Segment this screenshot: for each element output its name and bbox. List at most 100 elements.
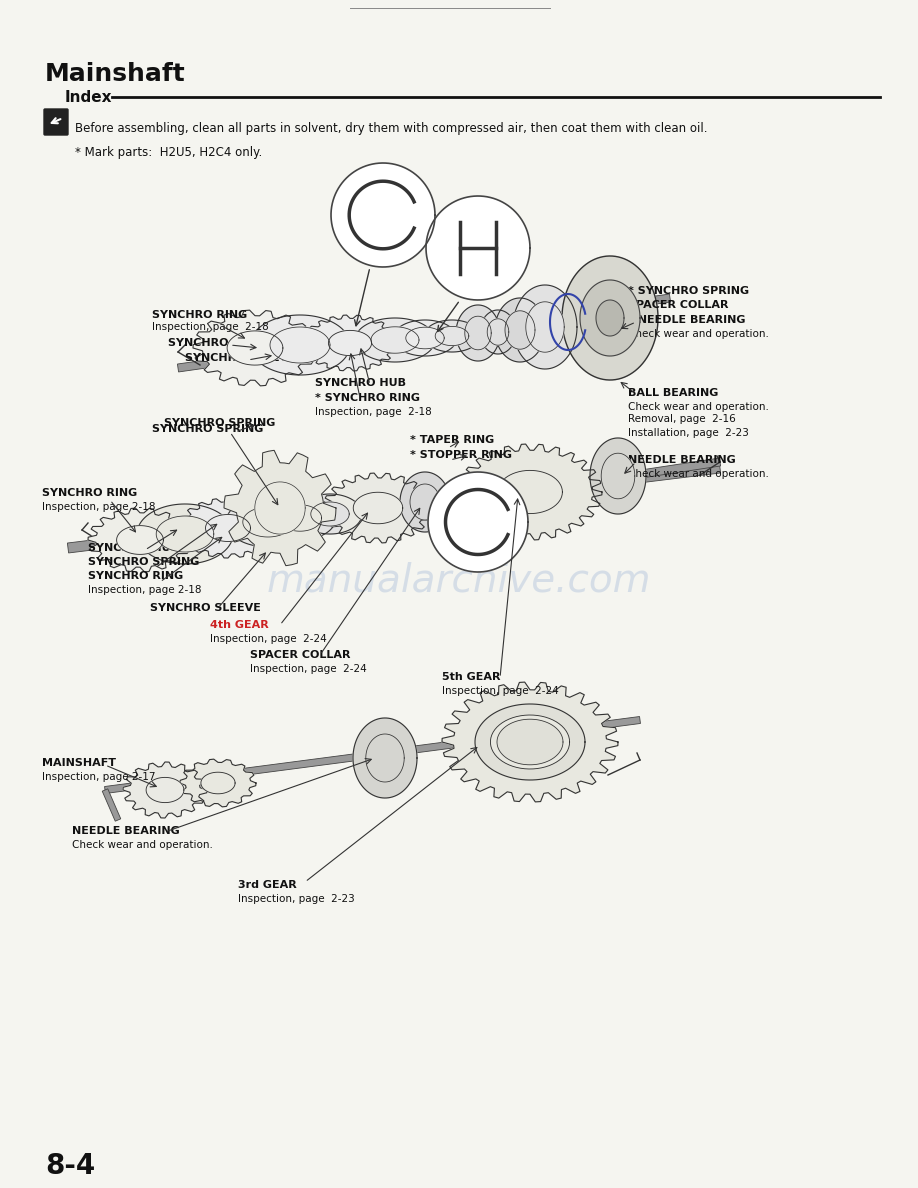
Text: SYNCHRO SPRING: SYNCHRO SPRING xyxy=(168,339,279,348)
Text: SPACER COLLAR: SPACER COLLAR xyxy=(628,301,729,310)
Text: Inspection, page  2-23: Inspection, page 2-23 xyxy=(238,895,354,904)
Polygon shape xyxy=(193,310,317,386)
Text: NEEDLE BEARING: NEEDLE BEARING xyxy=(72,826,180,836)
Text: * TAPER RING: * TAPER RING xyxy=(410,435,494,446)
Text: Check wear and operation.: Check wear and operation. xyxy=(72,840,213,849)
Text: * Mark parts:  H2U5, H2C4 only.: * Mark parts: H2U5, H2C4 only. xyxy=(75,146,263,159)
Polygon shape xyxy=(400,472,450,532)
Text: SYNCHRO SLEEVE: SYNCHRO SLEEVE xyxy=(150,604,261,613)
Polygon shape xyxy=(475,704,585,781)
Text: SYNCHRO RING: SYNCHRO RING xyxy=(42,488,138,498)
Polygon shape xyxy=(365,734,404,782)
Polygon shape xyxy=(435,327,469,346)
Polygon shape xyxy=(323,473,433,543)
Text: SPACER COLLAR: SPACER COLLAR xyxy=(250,650,351,661)
Text: Check wear and operation.: Check wear and operation. xyxy=(628,402,769,412)
Polygon shape xyxy=(270,327,330,364)
Polygon shape xyxy=(505,311,535,349)
Polygon shape xyxy=(137,504,233,564)
Polygon shape xyxy=(497,719,563,765)
Text: SYNCHRO SLEEVE: SYNCHRO SLEEVE xyxy=(185,353,296,364)
Polygon shape xyxy=(278,505,321,531)
Polygon shape xyxy=(156,516,214,552)
Polygon shape xyxy=(329,330,372,355)
Polygon shape xyxy=(226,497,310,546)
Polygon shape xyxy=(580,280,640,356)
Text: Mainshaft: Mainshaft xyxy=(45,62,185,86)
Polygon shape xyxy=(596,301,624,336)
Text: * SYNCHRO SPRING: * SYNCHRO SPRING xyxy=(628,286,749,296)
Text: MAINSHAFT: MAINSHAFT xyxy=(42,758,116,767)
Polygon shape xyxy=(371,327,419,353)
Polygon shape xyxy=(601,453,635,499)
Polygon shape xyxy=(498,470,563,513)
Text: SYNCHRO SPRING: SYNCHRO SPRING xyxy=(164,418,275,428)
Polygon shape xyxy=(456,305,500,361)
Text: 8-4: 8-4 xyxy=(45,1152,95,1180)
Polygon shape xyxy=(458,444,602,539)
Polygon shape xyxy=(88,508,192,571)
Polygon shape xyxy=(406,327,444,349)
Polygon shape xyxy=(311,503,349,526)
Polygon shape xyxy=(355,318,435,362)
Polygon shape xyxy=(298,494,362,533)
Polygon shape xyxy=(264,497,336,541)
Text: Inspection, page  2-24: Inspection, page 2-24 xyxy=(250,664,367,674)
Text: Removal, page  2-16: Removal, page 2-16 xyxy=(628,413,735,424)
Text: Inspection, page 2-17: Inspection, page 2-17 xyxy=(42,772,155,782)
Text: Inspection, page  2-24: Inspection, page 2-24 xyxy=(442,685,559,696)
Text: 5th GEAR: 5th GEAR xyxy=(442,672,500,682)
Polygon shape xyxy=(627,459,721,480)
Polygon shape xyxy=(117,525,163,555)
Polygon shape xyxy=(562,255,658,380)
Text: SYNCHRO SPRING: SYNCHRO SPRING xyxy=(88,557,199,567)
Text: manualarchive.com: manualarchive.com xyxy=(267,561,651,599)
Polygon shape xyxy=(590,438,646,514)
Text: 4th GEAR: 4th GEAR xyxy=(210,620,269,630)
Polygon shape xyxy=(243,507,293,537)
Polygon shape xyxy=(67,463,721,552)
Text: SYNCHRO RING: SYNCHRO RING xyxy=(88,571,184,581)
Polygon shape xyxy=(480,310,516,354)
Polygon shape xyxy=(123,762,207,819)
Polygon shape xyxy=(102,789,121,821)
Polygon shape xyxy=(428,472,528,571)
Polygon shape xyxy=(513,285,577,369)
Text: Inspection, page 2-18: Inspection, page 2-18 xyxy=(88,584,201,595)
Polygon shape xyxy=(426,196,530,301)
Text: * SYNCHRO RING: * SYNCHRO RING xyxy=(315,393,420,403)
Text: Inspection, page  2-18: Inspection, page 2-18 xyxy=(152,322,269,331)
Polygon shape xyxy=(526,302,565,352)
Polygon shape xyxy=(331,163,435,267)
Polygon shape xyxy=(255,482,305,535)
Text: Index: Index xyxy=(65,90,113,105)
Text: NEEDLE BEARING: NEEDLE BEARING xyxy=(628,455,735,465)
Polygon shape xyxy=(105,716,641,794)
Text: 3rd GEAR: 3rd GEAR xyxy=(238,880,297,890)
Text: Inspection, page  2-24: Inspection, page 2-24 xyxy=(210,634,327,644)
Text: Inspection, page  2-18: Inspection, page 2-18 xyxy=(315,407,431,417)
Polygon shape xyxy=(487,318,509,346)
Polygon shape xyxy=(442,682,618,802)
Text: Check wear and operation.: Check wear and operation. xyxy=(628,469,769,479)
Text: SYNCHRO HUB: SYNCHRO HUB xyxy=(88,543,179,552)
Polygon shape xyxy=(227,331,283,365)
Polygon shape xyxy=(177,295,670,372)
Text: SYNCHRO RING: SYNCHRO RING xyxy=(152,310,247,320)
Polygon shape xyxy=(353,718,417,798)
Polygon shape xyxy=(224,450,336,565)
Polygon shape xyxy=(410,484,440,520)
Polygon shape xyxy=(178,498,278,558)
Text: BALL BEARING: BALL BEARING xyxy=(628,388,719,398)
Text: Installation, page  2-23: Installation, page 2-23 xyxy=(628,428,749,438)
Polygon shape xyxy=(250,315,350,375)
Text: SYNCHRO HUB: SYNCHRO HUB xyxy=(315,378,406,388)
Text: Check wear and operation.: Check wear and operation. xyxy=(628,329,769,339)
FancyBboxPatch shape xyxy=(44,109,68,135)
Text: SYNCHRO SPRING: SYNCHRO SPRING xyxy=(152,424,263,434)
Polygon shape xyxy=(206,514,251,542)
Polygon shape xyxy=(180,759,256,807)
Polygon shape xyxy=(424,320,480,352)
Polygon shape xyxy=(353,492,403,524)
Polygon shape xyxy=(393,320,457,356)
